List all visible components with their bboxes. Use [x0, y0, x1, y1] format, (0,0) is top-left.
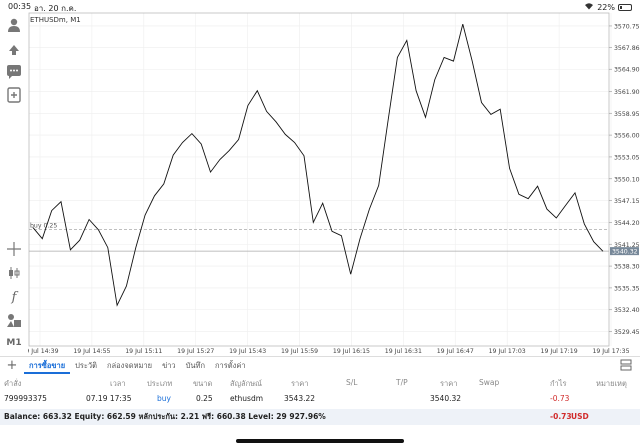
symbol-label: ETHUSDm, M1 — [30, 16, 81, 24]
account-icon[interactable] — [5, 16, 23, 34]
status-right: 22% — [584, 2, 632, 12]
time-tick-label: 19 Jul 17:19 — [541, 348, 578, 355]
order-volume: 0.25 — [196, 394, 213, 403]
crosshair-icon[interactable] — [5, 240, 23, 258]
chart-svg[interactable]: ETHUSDm, M1 buy 0.25 3540.32 3570.75 3567… — [28, 12, 640, 356]
current-price-tag — [610, 247, 639, 256]
col-symbol: สัญลักษณ์ — [230, 379, 263, 388]
current-price-line: 3540.32 — [29, 247, 639, 255]
price-tick-label: 3567.86 — [614, 45, 640, 52]
price-tick-label: 3550.10 — [614, 176, 640, 183]
home-indicator — [236, 439, 404, 443]
price-line — [32, 23, 604, 307]
tab-journal[interactable]: บันทึก — [185, 361, 206, 370]
order-type: buy — [157, 394, 171, 403]
tab-mailbox[interactable]: กล่องจดหมาย — [107, 361, 153, 370]
trade-icon[interactable] — [5, 40, 23, 58]
time-tick-label: 19 Jul 16:15 — [333, 348, 370, 355]
order-current-price: 3540.32 — [430, 394, 462, 403]
time-tick-label: 19 Jul 16:31 — [385, 348, 422, 355]
col-time: เวลา — [110, 379, 126, 388]
col-comment: หมายเหตุ — [596, 379, 627, 388]
price-tick-label: 3538.30 — [614, 264, 640, 271]
price-tick-label: 3556.00 — [614, 133, 640, 140]
time-tick-label: 19 Jul 15:27 — [177, 348, 214, 355]
col-profit: กำไร — [550, 379, 567, 388]
col-ticket: คำสั่ง — [4, 379, 22, 388]
balance-summary: Balance: 663.32 Equity: 662.59 หลักประกั… — [4, 412, 326, 421]
battery-icon — [618, 3, 632, 11]
add-icon[interactable]: + — [6, 358, 18, 373]
chat-icon[interactable] — [5, 63, 23, 81]
status-time: 00:35 — [8, 2, 32, 11]
candles-icon[interactable] — [5, 264, 23, 282]
price-axis: 3570.75 3567.86 3564.90 3561.90 3558.95 3556.… — [609, 23, 640, 336]
time-tick-label: 19 Jul 14:55 — [73, 348, 110, 355]
order-open-price: 3543.22 — [284, 394, 316, 403]
tab-history[interactable]: ประวัติ — [75, 361, 98, 370]
currency: USD — [571, 412, 589, 421]
order-ticket: 799993375 — [4, 394, 47, 403]
chart-grid — [29, 13, 612, 346]
col-type: ประเภท — [147, 379, 173, 388]
objects-icon[interactable] — [5, 311, 23, 329]
tab-trade[interactable]: การซื้อขาย — [24, 357, 71, 374]
tab-news[interactable]: ข่าว — [162, 361, 176, 370]
chart-frame — [28, 12, 610, 347]
price-tick-label: 3529.45 — [614, 329, 640, 336]
col-price-current: ราคา — [440, 379, 458, 388]
price-tick-label: 3553.05 — [614, 154, 640, 161]
price-tick-label: 3564.90 — [614, 67, 640, 74]
indicators-icon[interactable]: f — [11, 289, 17, 305]
col-tp: T/P — [396, 378, 408, 387]
battery-fill — [620, 5, 623, 9]
time-tick-label: 19 Jul 17:35 — [592, 348, 629, 355]
price-tick-label: 3544.20 — [614, 220, 640, 227]
time-tick-label: 19 Jul 17:03 — [489, 348, 526, 355]
left-toolbar: f M1 — [0, 12, 28, 356]
orders-header: คำสั่ง เวลา ประเภท ขนาด สัญลักษณ์ ราคา S… — [0, 376, 640, 390]
price-tick-label: 3541.25 — [614, 242, 640, 249]
time-tick-label: 19 Jul 15:11 — [125, 348, 162, 355]
wifi-icon — [584, 2, 594, 12]
timeframe-button[interactable]: M1 — [6, 338, 22, 348]
col-sl: S/L — [346, 378, 358, 387]
balance-row: Balance: 663.32 Equity: 662.59 หลักประกั… — [0, 409, 640, 425]
order-symbol: ethusdm — [230, 394, 264, 403]
time-tick-label: 19 Jul 15:43 — [229, 348, 266, 355]
status-bar: 00:35 อา. 20 ก.ค. 22% — [0, 0, 640, 13]
price-tick-label: 3570.75 — [614, 23, 640, 30]
new-order-icon[interactable] — [5, 86, 23, 104]
col-volume: ขนาด — [193, 379, 213, 388]
order-profit: -0.73 — [550, 394, 570, 403]
order-time: 07.19 17:35 — [86, 394, 132, 403]
time-axis: 19 Jul 14:39 19 Jul 14:55 19 Jul 15:11 19 J… — [28, 348, 630, 355]
battery-percent: 22% — [597, 2, 615, 12]
time-tick-label: 19 Jul 16:47 — [437, 348, 474, 355]
price-tick-label: 3532.40 — [614, 307, 640, 314]
layout-icon[interactable] — [620, 359, 632, 374]
tab-settings[interactable]: การตั้งค่า — [215, 361, 246, 370]
current-price-label: 3540.32 — [612, 248, 638, 255]
order-line: buy 0.25 — [29, 223, 609, 231]
toolbox-panel: + การซื้อขาย ประวัติ กล่องจดหมาย ข่าว บั… — [0, 356, 640, 447]
status-date: อา. 20 ก.ค. — [34, 4, 77, 13]
price-tick-label: 3561.90 — [614, 89, 640, 96]
price-tick-label: 3535.35 — [614, 285, 640, 292]
table-row[interactable]: 799993375 07.19 17:35 buy 0.25 ethusdm 3… — [0, 392, 640, 408]
order-line-label: buy 0.25 — [30, 223, 57, 230]
col-price: ราคา — [291, 379, 309, 388]
time-tick-label: 19 Jul 14:39 — [28, 348, 59, 355]
toolbox-tabs: + การซื้อขาย ประวัติ กล่องจดหมาย ข่าว บั… — [0, 357, 640, 374]
total-profit: -0.73 — [550, 412, 572, 421]
price-chart[interactable]: ETHUSDm, M1 buy 0.25 3540.32 3570.75 3567… — [28, 12, 640, 356]
col-swap: Swap — [479, 378, 500, 387]
price-tick-label: 3558.95 — [614, 111, 640, 118]
price-tick-label: 3547.15 — [614, 198, 640, 205]
time-tick-label: 19 Jul 15:59 — [281, 348, 318, 355]
